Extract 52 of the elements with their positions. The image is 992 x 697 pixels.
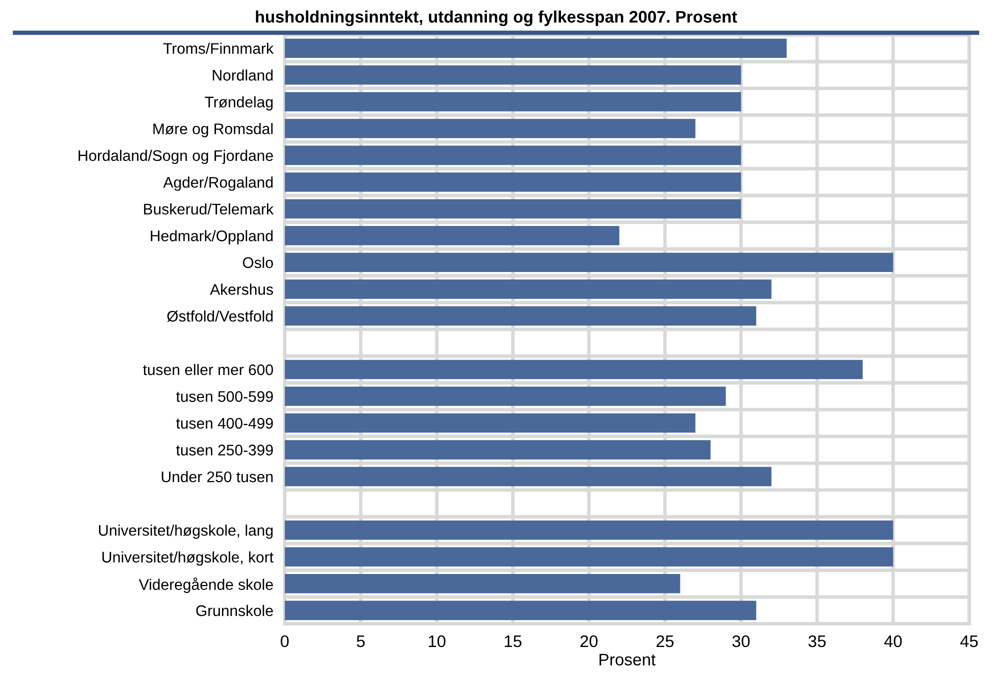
bar [284,226,620,246]
bar [284,413,696,433]
y-tick-label: Videregående skole [138,578,273,593]
x-tick-label: 30 [732,635,750,648]
y-tick-label: Grunnskole [196,604,273,616]
bar [284,600,756,620]
y-tick-label: Under 250 tusen [162,471,273,482]
chart-title: husholdningsinntekt, utdanning og fylkesspan 2007. Prosent [256,10,738,26]
bar [284,252,894,272]
x-tick-label: 15 [504,636,522,648]
y-tick-label: Hedmark/Oppland [150,230,273,244]
y-tick-label: Universitet/høgskole, lang [99,524,273,539]
y-tick-label: Akershus [210,284,274,295]
bar [284,65,742,85]
bar [284,172,742,192]
y-tick-label: Trøndelag [204,96,273,110]
y-tick-label: Østfold/Vestfold [167,310,273,322]
bar [284,440,711,460]
y-tick-label: Hordaland/Sogn og Fjordane [78,150,273,164]
x-tick-label: 0 [280,635,289,648]
bar [284,118,696,138]
y-tick-label: tusen 500-599 [176,391,273,402]
bar [284,386,726,406]
bar [284,360,863,380]
x-tick-label: 10 [428,635,446,648]
y-tick-label: Nordland [212,69,273,81]
x-tick-label: 45 [960,636,978,648]
y-tick-label: Universitet/høgskole, kort [102,551,274,566]
bar [284,38,787,58]
bar [284,306,756,326]
bar [284,280,772,299]
y-tick-label: Buskerud/Telemark [144,203,274,215]
x-tick-label: 20 [580,635,598,648]
y-tick-label: Troms/Finnmark [163,42,274,54]
bar [284,466,772,486]
bar [284,574,680,594]
x-tick-label: 40 [884,635,902,648]
bar [284,520,894,540]
x-tick-label: 25 [656,635,674,648]
y-tick-label: tusen 250-399 [176,444,273,456]
x-tick-label: 35 [808,635,826,648]
y-tick-label: Agder/Rogaland [163,176,273,191]
y-tick-label: tusen 400-499 [176,418,273,429]
bar [284,92,742,112]
bar [284,199,742,218]
bar [284,146,742,165]
x-tick-label: 5 [356,636,365,648]
y-tick-label: Oslo [242,256,273,268]
y-tick-label: Møre og Romsdal [153,123,273,138]
x-axis-title: Prosent [600,654,656,666]
bar [284,547,894,567]
y-tick-label: tusen eller mer 600 [143,364,274,376]
